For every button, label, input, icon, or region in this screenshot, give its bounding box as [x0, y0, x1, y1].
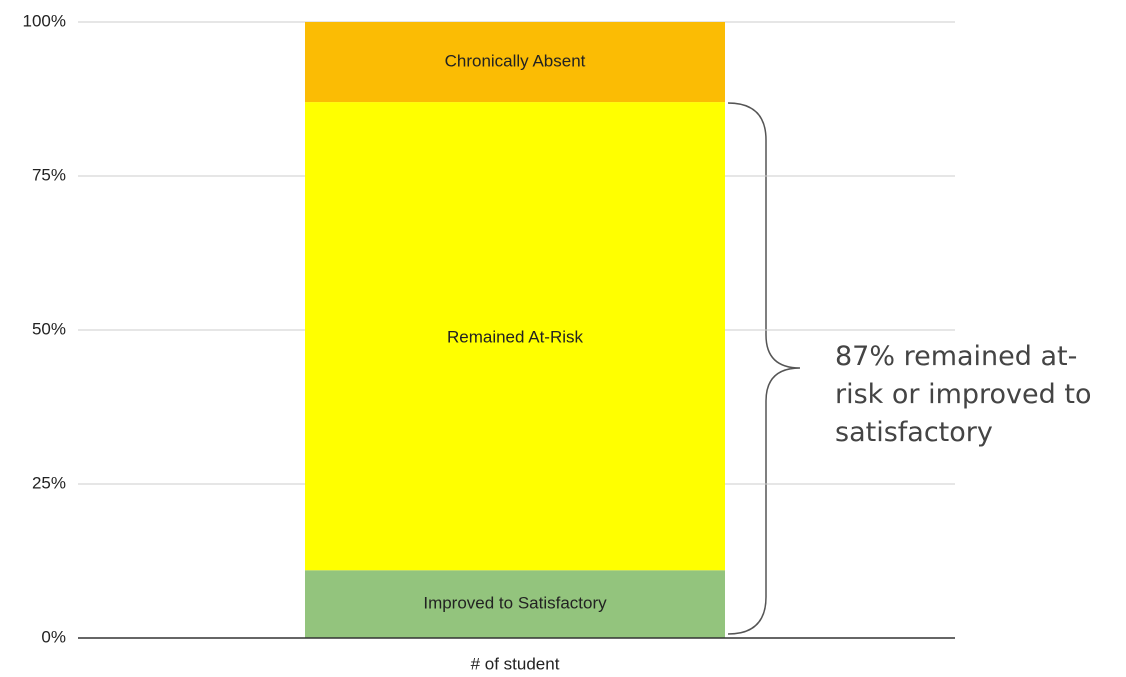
y-tick-label: 0%	[41, 627, 66, 646]
bar-segment	[305, 570, 725, 638]
y-tick-label: 75%	[32, 165, 66, 184]
y-tick-label: 25%	[32, 473, 66, 492]
segment-label: Improved to Satisfactory	[423, 594, 607, 613]
bar-segment	[305, 102, 725, 571]
x-tick-label: # of student	[471, 654, 560, 673]
annotation: 87% remained at-risk or improved to sati…	[835, 341, 1092, 448]
brace	[727, 102, 801, 635]
bar-segment	[305, 22, 725, 103]
y-tick-label: 100%	[23, 11, 66, 30]
segment-label: Remained At-Risk	[447, 327, 584, 346]
y-tick-label: 50%	[32, 319, 66, 338]
segment-label: Chronically Absent	[445, 52, 586, 71]
